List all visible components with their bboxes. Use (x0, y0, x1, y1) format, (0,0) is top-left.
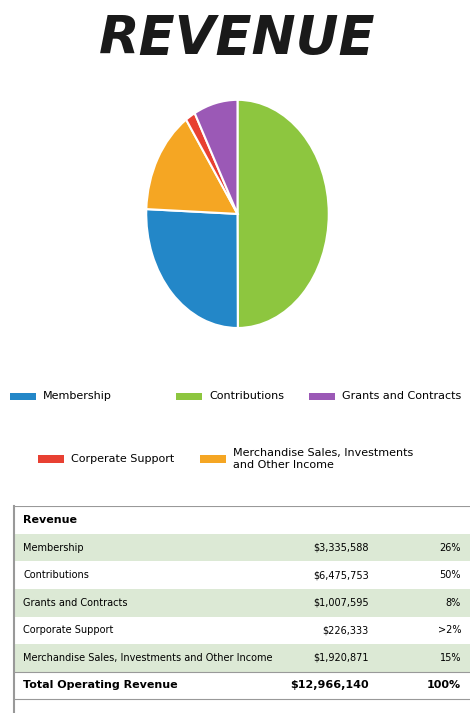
Text: Corporate Support: Corporate Support (23, 625, 114, 635)
Text: $12,966,140: $12,966,140 (290, 680, 369, 690)
Wedge shape (195, 100, 238, 214)
Text: $3,335,588: $3,335,588 (314, 543, 369, 553)
Text: REVENUE: REVENUE (99, 14, 376, 65)
Bar (14, 617, 470, 644)
Text: Grants and Contracts: Grants and Contracts (23, 597, 128, 607)
FancyBboxPatch shape (176, 392, 202, 401)
Text: Contributions: Contributions (23, 570, 89, 580)
Text: $6,475,753: $6,475,753 (313, 570, 369, 580)
Text: Merchandise Sales, Investments and Other Income: Merchandise Sales, Investments and Other… (23, 653, 273, 663)
Text: $1,007,595: $1,007,595 (313, 597, 369, 607)
Text: 8%: 8% (446, 597, 461, 607)
Text: Merchandise Sales, Investments
and Other Income: Merchandise Sales, Investments and Other… (233, 448, 413, 470)
Wedge shape (146, 209, 238, 328)
Wedge shape (238, 100, 329, 328)
Wedge shape (146, 120, 238, 214)
Bar (14, 534, 470, 561)
Text: 100%: 100% (427, 680, 461, 690)
Text: Total Operating Revenue: Total Operating Revenue (23, 680, 178, 690)
Text: >2%: >2% (437, 625, 461, 635)
Text: $226,333: $226,333 (323, 625, 369, 635)
Bar (14, 644, 470, 672)
Text: Contributions: Contributions (209, 391, 284, 401)
Bar (14, 561, 470, 589)
FancyBboxPatch shape (200, 456, 226, 463)
Bar (14, 672, 470, 699)
Text: Revenue: Revenue (23, 515, 77, 525)
Bar (14, 589, 470, 617)
Text: Corperate Support: Corperate Support (71, 454, 174, 464)
Text: 50%: 50% (439, 570, 461, 580)
Text: 26%: 26% (439, 543, 461, 553)
Text: 15%: 15% (439, 653, 461, 663)
Text: Membership: Membership (23, 543, 84, 553)
Text: $1,920,871: $1,920,871 (314, 653, 369, 663)
Wedge shape (186, 113, 238, 214)
Text: Grants and Contracts: Grants and Contracts (342, 391, 461, 401)
FancyBboxPatch shape (10, 392, 36, 401)
FancyBboxPatch shape (309, 392, 335, 401)
Bar (14, 506, 470, 534)
FancyBboxPatch shape (38, 456, 64, 463)
Text: Membership: Membership (43, 391, 112, 401)
